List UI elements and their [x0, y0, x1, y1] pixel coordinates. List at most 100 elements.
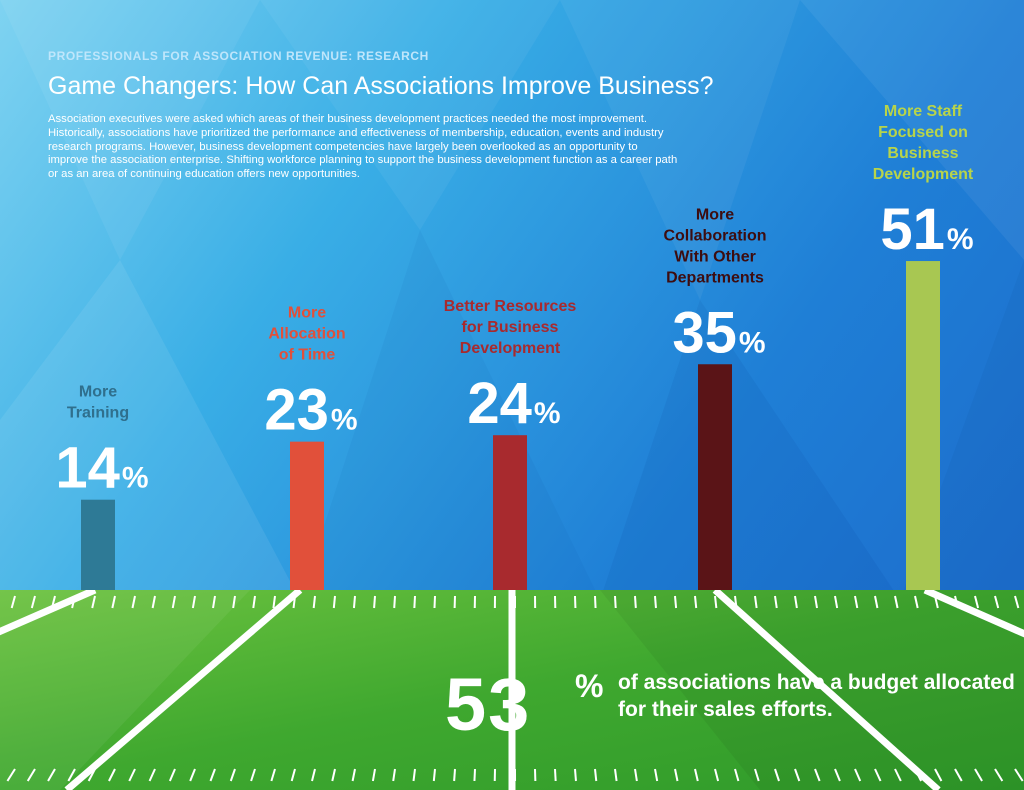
- hash-mark: [974, 768, 983, 782]
- hash-mark: [994, 595, 1000, 609]
- hash-mark: [433, 595, 436, 609]
- hash-mark: [754, 768, 760, 782]
- hash-mark: [854, 595, 859, 609]
- hash-mark: [594, 768, 598, 782]
- yard-line: [64, 587, 303, 790]
- hash-mark: [47, 768, 56, 782]
- category-label: More Training: [67, 384, 129, 422]
- hash-mark: [714, 595, 718, 609]
- hash-mark: [934, 768, 943, 782]
- hash-mark: [352, 595, 356, 609]
- category-label: Better Resources for Business Development: [444, 298, 577, 357]
- hash-mark: [50, 595, 56, 609]
- hash-mark: [634, 595, 637, 609]
- hash-mark: [954, 595, 959, 609]
- yard-line: [712, 587, 941, 790]
- bar: [290, 441, 324, 590]
- hash-mark: [1014, 595, 1020, 609]
- hash-mark: [332, 595, 336, 609]
- hash-mark: [131, 595, 136, 609]
- hash-mark: [694, 768, 699, 782]
- yard-line: [0, 586, 97, 636]
- hash-mark: [734, 595, 738, 609]
- hash-mark: [874, 768, 882, 782]
- hash-mark: [814, 768, 821, 782]
- hash-mark: [934, 595, 939, 609]
- hash-mark: [168, 768, 176, 782]
- hash-mark: [393, 595, 396, 609]
- hash-mark: [914, 768, 923, 782]
- hash-mark: [392, 768, 396, 782]
- hash-mark: [71, 595, 76, 609]
- hash-mark: [794, 768, 801, 782]
- page-title: Game Changers: How Can Associations Impr…: [48, 72, 714, 100]
- hash-mark: [974, 595, 980, 609]
- hash-mark: [774, 768, 780, 782]
- hash-mark: [1014, 768, 1024, 782]
- hash-mark: [994, 768, 1004, 782]
- hash-mark: [774, 595, 778, 609]
- hash-mark: [6, 768, 16, 782]
- hash-mark: [734, 768, 740, 782]
- hash-mark: [874, 595, 879, 609]
- callout-percent-sign: %: [575, 668, 604, 704]
- hash-mark: [351, 768, 356, 782]
- hash-mark: [554, 768, 557, 782]
- category-label: More Staff Focused on Business Development: [873, 103, 974, 183]
- hash-mark: [189, 768, 196, 782]
- category-label: More Collaboration With Other Departments: [663, 206, 766, 286]
- category-label: More Allocation of Time: [268, 305, 345, 364]
- hash-mark: [654, 768, 659, 782]
- hash-mark: [252, 595, 256, 609]
- hash-mark: [473, 768, 476, 782]
- callout-text: of associations have a budget allocated …: [618, 671, 1015, 721]
- hash-mark: [854, 768, 862, 782]
- hash-mark: [614, 768, 618, 782]
- hash-mark: [714, 768, 720, 782]
- hash-mark: [87, 768, 96, 782]
- hash-mark: [754, 595, 758, 609]
- hash-mark: [128, 768, 136, 782]
- hash-mark: [10, 595, 16, 609]
- hash-mark: [151, 595, 156, 609]
- bar: [493, 435, 527, 590]
- callout-number: 53: [445, 663, 532, 746]
- hash-mark: [794, 595, 798, 609]
- hash-mark: [674, 768, 679, 782]
- hash-mark: [432, 768, 436, 782]
- hash-mark: [834, 595, 839, 609]
- hash-mark: [108, 768, 116, 782]
- bar: [906, 261, 940, 590]
- eyebrow-label: PROFESSIONALS FOR ASSOCIATION REVENUE: R…: [48, 49, 429, 63]
- bar: [81, 499, 115, 590]
- hash-mark: [894, 768, 902, 782]
- hash-mark: [371, 768, 376, 782]
- hash-mark: [91, 595, 96, 609]
- hash-mark: [148, 768, 156, 782]
- hash-mark: [954, 768, 963, 782]
- hash-mark: [614, 595, 617, 609]
- data-label: 24%: [467, 371, 560, 436]
- hash-mark: [292, 595, 296, 609]
- hash-mark: [834, 768, 841, 782]
- hash-mark: [654, 595, 657, 609]
- hash-mark: [694, 595, 698, 609]
- hash-mark: [67, 768, 76, 782]
- hash-mark: [209, 768, 216, 782]
- hash-mark: [674, 595, 678, 609]
- yard-line: [923, 586, 1024, 638]
- hash-mark: [290, 768, 296, 782]
- hash-mark: [594, 595, 597, 609]
- bar: [698, 364, 732, 590]
- hash-mark: [914, 595, 919, 609]
- hash-mark: [413, 595, 416, 609]
- hash-mark: [311, 768, 316, 782]
- hash-mark: [26, 768, 36, 782]
- hash-mark: [111, 595, 116, 609]
- hash-mark: [212, 595, 216, 609]
- data-label: 14%: [55, 436, 148, 501]
- hash-mark: [250, 768, 256, 782]
